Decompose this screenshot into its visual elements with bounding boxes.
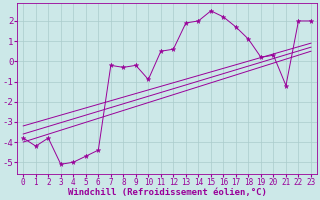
X-axis label: Windchill (Refroidissement éolien,°C): Windchill (Refroidissement éolien,°C) [68, 188, 267, 197]
